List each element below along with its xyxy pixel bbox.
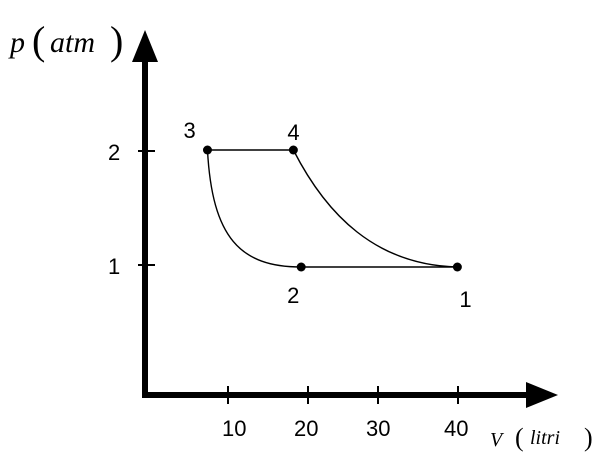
x-label-variable: V	[490, 429, 505, 451]
state-point-label-1: 1	[459, 287, 471, 312]
y-label-open-paren: (	[32, 18, 45, 63]
x-tick-label: 10	[222, 416, 246, 441]
cycle-points: 1 2 3 4	[183, 118, 471, 312]
state-point-4	[288, 145, 298, 155]
cycle-segment-3-2	[206, 149, 302, 268]
cycle-segment-4-1	[292, 149, 458, 268]
x-axis-arrow-icon	[526, 382, 558, 408]
x-tick-label: 30	[366, 416, 390, 441]
state-point-label-4: 4	[287, 120, 299, 145]
y-label-close-paren: )	[110, 18, 123, 63]
x-label-open-paren: (	[515, 423, 524, 452]
y-tick-label: 1	[108, 254, 120, 279]
x-label-unit: litri	[530, 427, 560, 449]
x-tick-label: 40	[444, 416, 468, 441]
state-point-3	[202, 145, 212, 155]
state-point-1	[452, 262, 462, 272]
state-point-2	[296, 262, 306, 272]
x-tick-label: 20	[294, 416, 318, 441]
y-label-variable: p	[8, 26, 25, 59]
y-tick-label: 2	[108, 140, 120, 165]
y-axis-label: p ( atm )	[8, 18, 123, 63]
cycle-paths	[206, 149, 458, 268]
x-axis-label: V ( litri )	[490, 423, 593, 452]
y-axis-arrow-icon	[132, 30, 158, 62]
state-point-label-3: 3	[183, 118, 195, 143]
state-point-label-2: 2	[287, 283, 299, 308]
x-label-close-paren: )	[584, 423, 593, 452]
y-label-unit: atm	[50, 26, 95, 59]
